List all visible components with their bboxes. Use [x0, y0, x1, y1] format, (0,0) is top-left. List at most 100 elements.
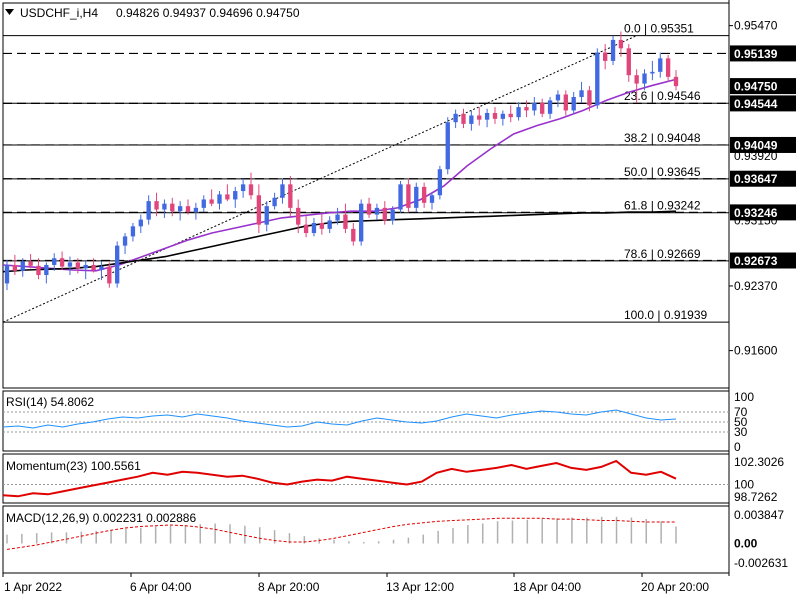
- candle-body: [571, 97, 576, 111]
- candle: [130, 222, 136, 242]
- candle: [665, 55, 671, 82]
- price-box-bg: [730, 170, 796, 187]
- chart-symbol: USDCHF_i,H4: [20, 6, 98, 20]
- candle: [642, 69, 647, 91]
- macd-panel: 0.003847 0.00 -0.002631: [6, 508, 788, 570]
- candle: [579, 81, 584, 103]
- candle: [256, 184, 262, 234]
- x-tick-label: 6 Apr 04:00: [130, 580, 192, 594]
- candle-body: [484, 112, 490, 120]
- candle-body: [185, 206, 191, 213]
- candle-body: [351, 228, 356, 242]
- main-price-panel: 0.0 | 0.95351 23.6 | 0.94546 38.2 | 0.9404…: [2, 22, 729, 323]
- candle: [563, 90, 568, 116]
- candle-body: [303, 224, 309, 234]
- candle: [461, 108, 466, 129]
- macd-signal-line: [6, 517, 676, 550]
- candle-body: [115, 245, 120, 284]
- candle-body: [193, 207, 199, 213]
- fib-level-label: 61.8 | 0.93242: [624, 199, 701, 213]
- candle: [650, 60, 655, 81]
- candle: [555, 90, 561, 108]
- candle: [382, 201, 387, 225]
- candle: [453, 109, 458, 129]
- candle: [327, 216, 332, 234]
- candle: [107, 262, 112, 288]
- candle: [492, 107, 498, 124]
- candle-body: [170, 203, 175, 212]
- candle-body: [12, 264, 18, 271]
- fib-level-label: 0.0 | 0.95351: [624, 22, 694, 36]
- candle-body: [406, 184, 411, 208]
- candle-body: [421, 186, 427, 203]
- candle-body: [272, 197, 277, 207]
- y-tick-label: 0.95470: [734, 19, 778, 33]
- candle: [406, 178, 411, 213]
- price-box-label: 0.94750: [734, 80, 778, 94]
- fib-level-label: 23.6 | 0.94546: [624, 89, 701, 103]
- candle-body: [555, 94, 561, 101]
- candle-body: [634, 75, 639, 84]
- candle-body: [154, 201, 159, 210]
- candle: [91, 258, 96, 273]
- price-axis: 0.954700.923700.916000.939200.931500.951…: [2, 19, 796, 577]
- candle: [524, 100, 529, 118]
- candle: [233, 186, 238, 208]
- candle-body: [217, 194, 222, 204]
- candle: [429, 192, 435, 210]
- price-level-box: 0.94049: [730, 136, 796, 153]
- candle: [658, 52, 663, 78]
- rsi-label: RSI(14) 54.8062: [6, 395, 94, 409]
- candle-body: [44, 264, 49, 276]
- candle: [618, 31, 624, 57]
- candle-body: [429, 195, 435, 203]
- fib-level-label: 100.0 | 0.91939: [624, 308, 708, 322]
- candle-body: [650, 71, 655, 74]
- candle-body: [477, 115, 482, 120]
- candle-body: [240, 184, 246, 192]
- candle-body: [225, 194, 230, 200]
- candle-body: [52, 258, 57, 265]
- fib-level-label: 50.0 | 0.93645: [624, 165, 701, 179]
- x-tick-label: 20 Apr 20:00: [641, 580, 709, 594]
- price-level-box: 0.94544: [730, 95, 796, 112]
- candle: [288, 175, 293, 217]
- candle-body: [516, 107, 521, 118]
- momentum-tick-label: 100: [734, 478, 754, 492]
- candle: [398, 180, 403, 213]
- candle-body: [288, 184, 293, 208]
- candle-body: [327, 220, 332, 229]
- candle: [99, 261, 104, 281]
- x-axis: 1 Apr 2022 6 Apr 04:00 8 Apr 20:00 13 Ap…: [4, 580, 709, 594]
- candle-body: [540, 102, 545, 114]
- candle-body: [626, 48, 631, 76]
- macd-label: MACD(12,26,9) 0.002231 0.002886: [6, 511, 196, 525]
- fib-level-label: 78.6 | 0.92669: [624, 247, 701, 261]
- rsi-tick-label: 50: [734, 415, 748, 429]
- candle: [36, 258, 41, 280]
- candle: [359, 199, 364, 246]
- candle-body: [335, 214, 340, 221]
- candle: [374, 203, 380, 220]
- candle: [343, 203, 348, 234]
- candle: [673, 70, 679, 91]
- price-box-label: 0.95139: [734, 47, 778, 61]
- panel-frames: [2, 0, 730, 576]
- candle: [296, 199, 301, 234]
- candle: [225, 184, 230, 202]
- y-tick-label: 0.91600: [734, 344, 778, 358]
- candle: [138, 214, 143, 234]
- candle-body: [319, 222, 324, 229]
- candle-body: [248, 184, 254, 196]
- collapse-triangle-icon[interactable]: [5, 9, 14, 15]
- candle: [209, 189, 214, 207]
- candle-body: [122, 236, 128, 246]
- candle: [264, 201, 269, 232]
- candle: [12, 254, 18, 276]
- candle: [28, 254, 33, 269]
- candle-body: [107, 266, 112, 284]
- candle: [303, 216, 309, 238]
- candle: [122, 233, 128, 255]
- candle: [83, 259, 88, 280]
